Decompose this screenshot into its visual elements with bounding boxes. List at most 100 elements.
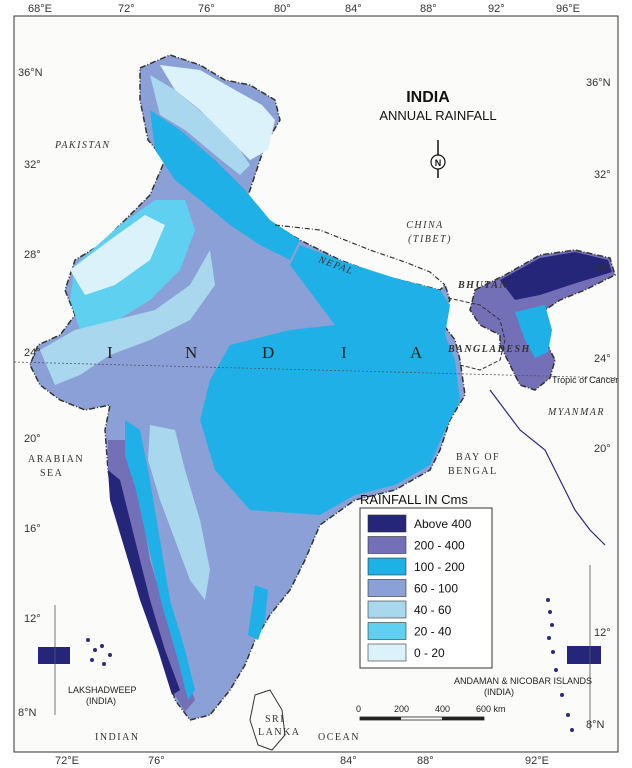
legend-swatch xyxy=(367,536,407,554)
label-bhutan: BHUTAN xyxy=(457,280,508,291)
svg-text:92°: 92° xyxy=(488,3,505,15)
thar-0-20 xyxy=(70,215,165,295)
svg-text:12°: 12° xyxy=(594,627,611,639)
svg-text:D: D xyxy=(262,343,276,362)
svg-text:I: I xyxy=(107,343,115,362)
svg-text:96°E: 96°E xyxy=(556,3,580,15)
svg-text:20°: 20° xyxy=(594,443,611,455)
northeast-above400 xyxy=(500,252,612,300)
north-arrow-icon: N xyxy=(430,140,446,178)
svg-text:72°: 72° xyxy=(118,3,135,15)
legend-swatch xyxy=(367,557,407,576)
svg-text:32°: 32° xyxy=(594,169,611,181)
latitude-labels-right: 36°N 32° 28° 24° 20° 12° 8°N xyxy=(586,77,611,731)
legend-label: 0 - 20 xyxy=(414,646,445,660)
label-lakshadweep-india: (INDIA) xyxy=(86,696,116,706)
longitude-labels-bottom: 72°E 76° 84° 88° 92°E xyxy=(55,755,549,767)
legend-title: RAINFALL IN Cms xyxy=(360,492,468,507)
svg-text:600 km: 600 km xyxy=(476,704,506,714)
svg-text:400: 400 xyxy=(435,704,450,714)
svg-text:200: 200 xyxy=(394,704,409,714)
label-indian: INDIAN xyxy=(95,732,140,743)
svg-text:N: N xyxy=(185,343,199,362)
svg-text:0: 0 xyxy=(356,704,361,714)
legend-swatch xyxy=(367,643,407,662)
svg-text:A: A xyxy=(410,343,424,362)
svg-text:36°N: 36°N xyxy=(586,77,611,89)
svg-text:80°: 80° xyxy=(274,3,291,15)
svg-text:28°: 28° xyxy=(594,263,611,275)
svg-text:20°: 20° xyxy=(24,433,41,445)
gangetic-100-200 xyxy=(200,245,460,515)
northeast-100-200 xyxy=(515,305,552,358)
svg-text:N: N xyxy=(435,158,442,168)
label-lakshadweep: LAKSHADWEEP xyxy=(68,685,137,695)
svg-text:12°: 12° xyxy=(24,613,41,625)
svg-text:84°: 84° xyxy=(345,3,362,15)
label-andaman-india: (INDIA) xyxy=(484,687,514,697)
myanmar-coast xyxy=(489,389,606,546)
himalaya-100-200 xyxy=(150,110,300,260)
kashmir-40-60 xyxy=(150,75,250,175)
map-title: INDIA xyxy=(406,89,450,106)
svg-text:I: I xyxy=(341,343,349,362)
lakshadweep-marker xyxy=(38,647,70,664)
label-ocean: OCEAN xyxy=(318,732,360,743)
label-pakistan: PAKISTAN xyxy=(54,140,111,151)
legend-items: Above 400 200 - 400 100 - 200 60 - 100 40 - … xyxy=(367,514,472,662)
label-arabian: ARABIAN xyxy=(28,454,84,465)
legend-swatch xyxy=(367,514,407,533)
western-coast-above400 xyxy=(108,470,180,695)
label-myanmar: MYANMAR xyxy=(547,407,605,418)
international-border xyxy=(274,224,446,286)
label-arabian-sea: SEA xyxy=(40,468,63,479)
label-tropic: Tropic of Cancer xyxy=(552,375,618,385)
deccan-40-60 xyxy=(148,425,210,600)
svg-text:84°: 84° xyxy=(340,755,357,767)
svg-text:72°E: 72°E xyxy=(55,755,79,767)
kashmir-0-20 xyxy=(160,65,275,160)
legend-label: Above 400 xyxy=(414,517,472,531)
svg-text:32°: 32° xyxy=(24,159,41,171)
legend-label: 100 - 200 xyxy=(414,560,465,574)
tropic-of-cancer-line xyxy=(13,361,619,379)
label-bay-of: BAY OF xyxy=(456,452,500,463)
label-china: CHINA xyxy=(406,220,444,231)
label-bangladesh: BANGLADESH xyxy=(447,344,531,355)
andaman-marker xyxy=(567,646,601,664)
legend-swatch xyxy=(367,622,407,640)
svg-text:92°E: 92°E xyxy=(525,755,549,767)
svg-text:68°E: 68°E xyxy=(28,3,52,15)
western-coast-100-200 xyxy=(125,420,195,700)
svg-text:8°N: 8°N xyxy=(18,707,37,719)
svg-text:8°N: 8°N xyxy=(586,719,605,731)
svg-text:24°: 24° xyxy=(594,353,611,365)
gujarat-40-60 xyxy=(40,250,215,385)
label-sri: SRI xyxy=(265,714,285,725)
legend-label: 40 - 60 xyxy=(414,603,452,617)
andaman-islands xyxy=(546,598,574,732)
svg-text:28°: 28° xyxy=(24,249,41,261)
svg-text:88°: 88° xyxy=(417,755,434,767)
svg-text:24°: 24° xyxy=(24,347,41,359)
legend-label: 60 - 100 xyxy=(414,582,458,596)
legend-label: 200 - 400 xyxy=(414,539,465,553)
sri-lanka xyxy=(249,689,286,751)
legend-label: 20 - 40 xyxy=(414,625,452,639)
map-subtitle: ANNUAL RAINFALL xyxy=(379,108,496,123)
svg-text:36°N: 36°N xyxy=(18,67,43,79)
india-spaced-label: I N D I A xyxy=(107,343,424,362)
longitude-labels-top: 68°E 72° 76° 80° 84° 88° 92° 96°E xyxy=(28,3,580,15)
scale-bar: 0 200 400 600 km xyxy=(356,704,506,721)
label-tibet: (TIBET) xyxy=(408,234,452,245)
legend-swatch xyxy=(367,600,407,619)
svg-text:16°: 16° xyxy=(24,523,41,535)
western-coast-200-400 xyxy=(108,440,195,712)
lakshadweep-islands xyxy=(86,638,112,666)
latitude-labels-left: 36°N 32° 28° 24° 20° 16° 12° 8°N xyxy=(18,67,43,719)
east-coast-100-200 xyxy=(248,585,268,640)
bangladesh-border xyxy=(447,297,506,371)
svg-text:76°: 76° xyxy=(198,3,215,15)
svg-text:76°: 76° xyxy=(148,755,165,767)
label-andaman: ANDAMAN & NICOBAR ISLANDS xyxy=(454,676,592,686)
